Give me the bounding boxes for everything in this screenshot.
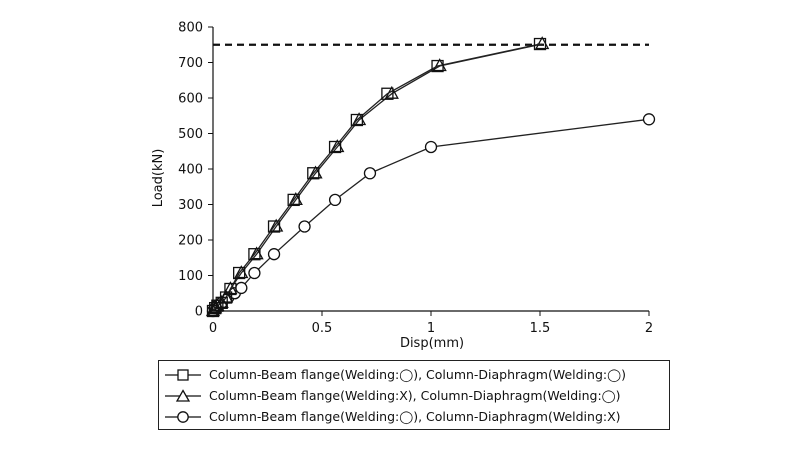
data-point-square [233,266,246,280]
data-point-square [431,59,444,73]
y-tick-label: 400 [178,163,203,178]
data-point-circle [298,220,311,233]
square-marker-icon [165,368,201,381]
data-point-circle [328,193,342,207]
series-line [212,43,543,312]
x-tick-label: 1.5 [530,321,551,336]
x-tick-label: 0.5 [312,321,333,336]
y-tick-label: 800 [178,21,203,36]
data-point-square [381,87,394,100]
triangle-marker-icon [165,388,201,402]
x-tick-label: 1 [427,321,435,336]
data-point-circle [267,248,281,261]
y-tick-label: 0 [195,305,203,320]
y-tick-label: 300 [178,198,203,213]
data-point-square [248,248,261,261]
legend-label: Column-Beam flange(Welding:◯), Column-Di… [209,409,621,424]
data-point-circle [424,140,438,154]
plot-area: 0 100 200 300 400 500 600 700 800 0 0.5 1 1.5 2 [178,21,656,336]
legend-item: Column-Beam flange(Welding:X), Column-Di… [165,385,663,406]
data-point-circle [248,266,261,280]
y-tick-label: 500 [178,127,203,142]
data-point-square [219,291,233,304]
series-line [212,43,541,312]
x-tick-label: 2 [645,321,653,336]
data-point-circle [235,281,248,295]
data-point-square [533,37,547,51]
legend-item: Column-Beam flange(Welding:◯), Column-Di… [165,364,663,385]
data-point-square [307,167,320,180]
y-tick-label: 100 [178,269,203,284]
data-point-circle [642,113,656,126]
x-tick-label: 0 [209,321,217,336]
legend-label: Column-Beam flange(Welding:X), Column-Di… [209,388,621,403]
legend-item: Column-Beam flange(Welding:◯), Column-Di… [165,406,663,427]
y-tick-label: 200 [178,234,203,249]
data-point-circle [363,167,377,180]
data-point-square [287,193,300,207]
legend-label: Column-Beam flange(Welding:◯), Column-Di… [209,367,626,382]
y-axis-title: Load(kN) [151,149,166,208]
circle-marker-icon [165,410,201,423]
y-tick-label: 600 [178,92,203,107]
data-point-square [211,299,224,312]
data-point-square [328,140,342,154]
data-point-square [267,220,281,233]
legend: Column-Beam flange(Welding:◯), Column-Di… [158,360,670,430]
x-axis-title: Disp(mm) [400,336,464,351]
data-point-triangle [219,289,234,303]
data-point-square [350,113,364,127]
data-point-square [224,282,237,296]
y-tick-label: 700 [178,56,203,71]
data-point-triangle [223,281,238,295]
